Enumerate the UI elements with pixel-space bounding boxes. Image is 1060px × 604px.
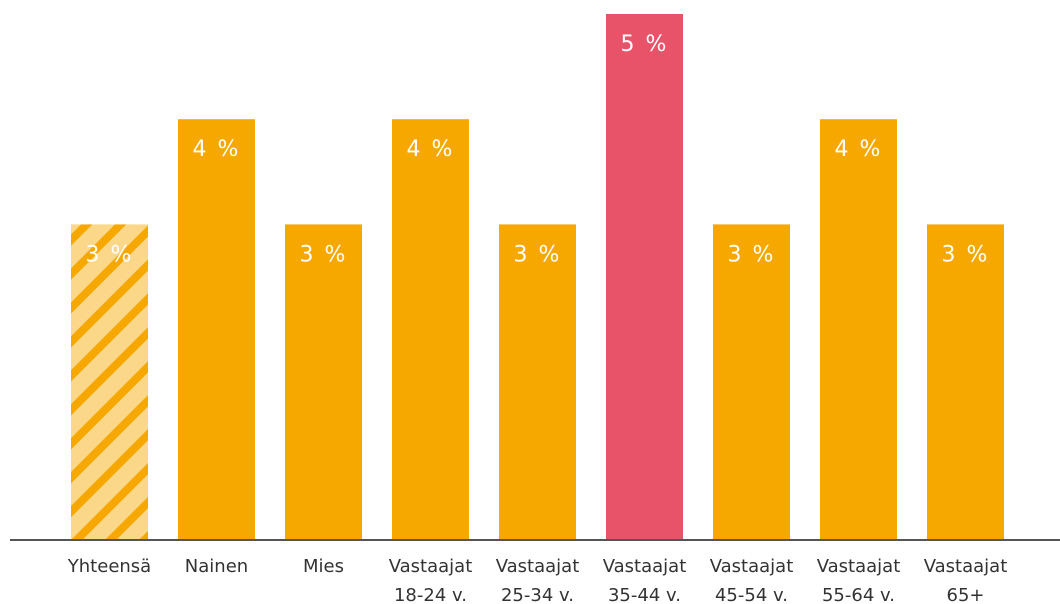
value-label: 3 % (942, 242, 990, 267)
x-tick-label: Vastaajat 45-54 v. (709, 556, 794, 604)
value-label: 3 % (300, 242, 348, 267)
x-tick-label: Vastaajat 18-24 v. (388, 556, 473, 604)
bar (285, 224, 362, 540)
bar (178, 119, 255, 540)
value-label: 4 % (193, 137, 241, 162)
bar (71, 224, 148, 540)
bar (713, 224, 790, 540)
value-label: 4 % (407, 137, 455, 162)
bar (606, 14, 683, 540)
value-label: 3 % (728, 242, 776, 267)
bar (392, 119, 469, 540)
bar (499, 224, 576, 540)
x-tick-label: Vastaajat 55-64 v. (816, 556, 901, 604)
value-label: 3 % (86, 242, 134, 267)
x-tick-label: Nainen (184, 556, 249, 577)
x-tick-label: Vastaajat 65+ (923, 556, 1008, 604)
bar (927, 224, 1004, 540)
value-label: 5 % (621, 32, 669, 57)
x-tick-label: Mies (303, 556, 344, 577)
x-tick-label: Yhteensä (67, 556, 152, 577)
value-label: 4 % (835, 137, 883, 162)
x-tick-label: Vastaajat 35-44 v. (602, 556, 687, 604)
x-tick-label: Vastaajat 25-34 v. (495, 556, 580, 604)
value-label: 3 % (514, 242, 562, 267)
bar (820, 119, 897, 540)
